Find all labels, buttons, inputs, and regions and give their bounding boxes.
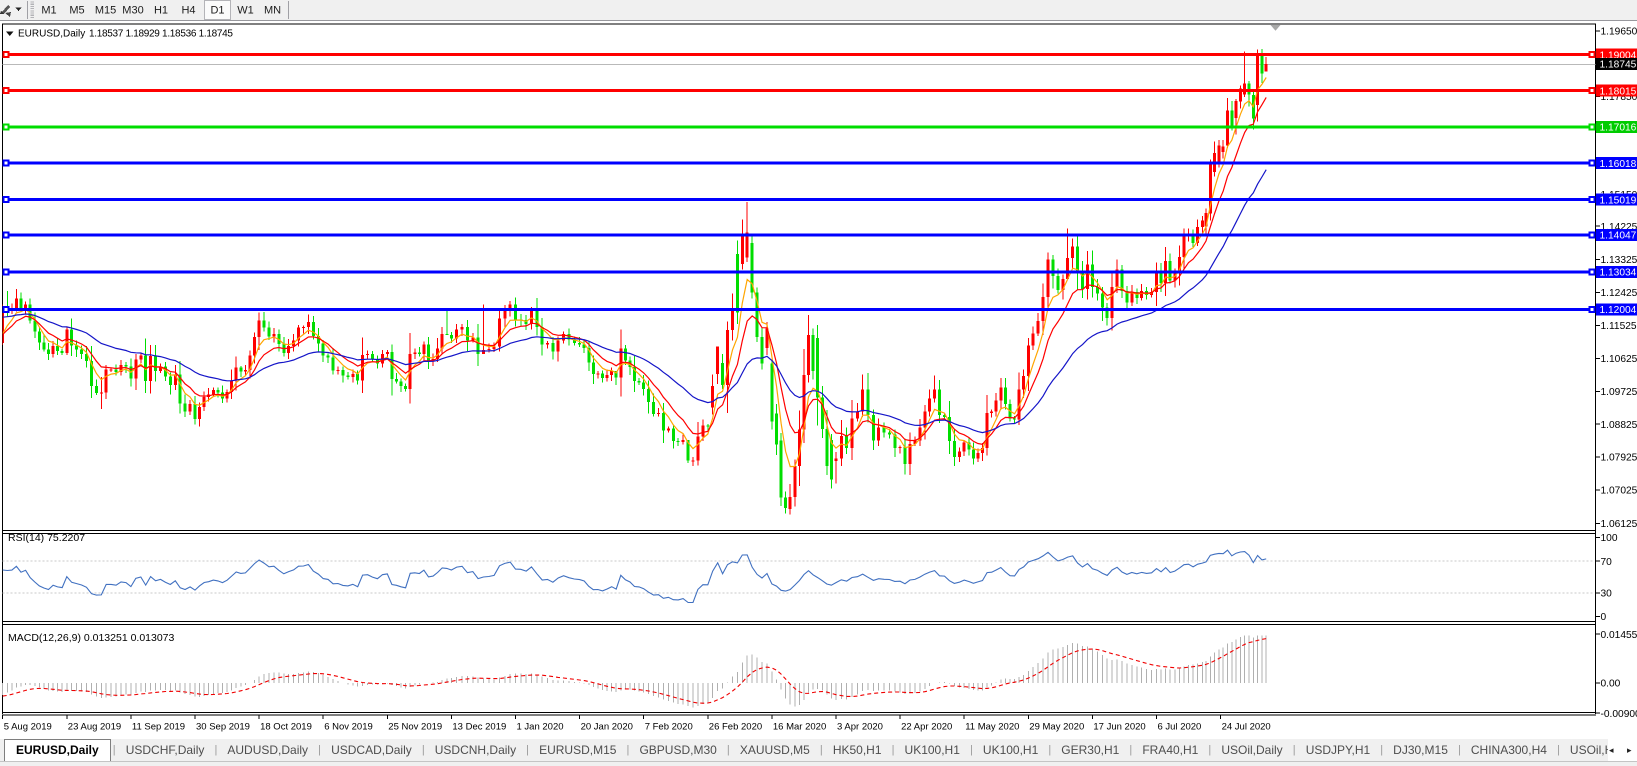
svg-text:1.11525: 1.11525 [1601,321,1637,332]
svg-text:30: 30 [1601,588,1613,599]
svg-text:1 Jan 2020: 1 Jan 2020 [517,722,564,733]
svg-text:1.16018: 1.16018 [1600,159,1637,170]
svg-text:1.18745: 1.18745 [1600,60,1637,71]
svg-text:5 Aug 2019: 5 Aug 2019 [4,722,52,733]
svg-text:70: 70 [1601,557,1613,568]
svg-text:1.08825: 1.08825 [1601,420,1637,431]
svg-text:1.18537 1.18929 1.18536 1.1874: 1.18537 1.18929 1.18536 1.18745 [89,29,233,40]
svg-text:1.12425: 1.12425 [1601,288,1637,299]
svg-text:1.17016: 1.17016 [1600,123,1637,134]
svg-text:3 Apr 2020: 3 Apr 2020 [837,722,883,733]
svg-text:1.06125: 1.06125 [1601,519,1637,530]
svg-text:7 Feb 2020: 7 Feb 2020 [645,722,693,733]
svg-text:1.15019: 1.15019 [1600,195,1637,206]
svg-text:1.07025: 1.07025 [1601,486,1637,497]
svg-text:6 Nov 2019: 6 Nov 2019 [324,722,373,733]
svg-text:11 May 2020: 11 May 2020 [965,722,1019,733]
svg-text:1.13034: 1.13034 [1600,268,1637,279]
svg-text:1.19004: 1.19004 [1600,50,1637,61]
svg-text:30 Sep 2019: 30 Sep 2019 [196,722,250,733]
svg-text:D1: D1 [210,5,224,17]
svg-text:M5: M5 [69,5,84,17]
svg-text:0: 0 [1601,612,1607,623]
svg-text:1.14047: 1.14047 [1600,231,1637,242]
svg-text:MACD(12,26,9) 0.013251 0.01307: MACD(12,26,9) 0.013251 0.013073 [8,632,175,644]
svg-text:1.10625: 1.10625 [1601,354,1637,365]
svg-text:1.07925: 1.07925 [1601,453,1637,464]
svg-text:1.09725: 1.09725 [1601,387,1637,398]
svg-text:23 Aug 2019: 23 Aug 2019 [68,722,121,733]
svg-text:1.18015: 1.18015 [1600,86,1637,97]
svg-text:29 May 2020: 29 May 2020 [1029,722,1084,733]
svg-text:16 Mar 2020: 16 Mar 2020 [773,722,826,733]
svg-text:1.17850: 1.17850 [1601,92,1637,103]
svg-text:W1: W1 [237,5,254,17]
svg-text:17 Jun 2020: 17 Jun 2020 [1093,722,1145,733]
svg-text:RSI(14) 75.2207: RSI(14) 75.2207 [8,532,85,544]
svg-text:0.00: 0.00 [1601,679,1621,690]
svg-text:1.13325: 1.13325 [1601,255,1637,266]
svg-text:13 Dec 2019: 13 Dec 2019 [452,722,506,733]
svg-text:M30: M30 [122,5,143,17]
svg-text:H4: H4 [181,5,195,17]
svg-text:M1: M1 [41,5,56,17]
svg-text:25 Nov 2019: 25 Nov 2019 [388,722,442,733]
svg-text:20 Jan 2020: 20 Jan 2020 [581,722,633,733]
svg-text:1.14225: 1.14225 [1601,222,1637,233]
svg-text:-0.00900: -0.00900 [1601,709,1637,720]
svg-text:18 Oct 2019: 18 Oct 2019 [260,722,312,733]
svg-text:0.014556: 0.014556 [1601,630,1637,641]
svg-text:11 Sep 2019: 11 Sep 2019 [132,722,185,733]
svg-text:100: 100 [1601,533,1618,544]
svg-text:1.12004: 1.12004 [1600,305,1637,316]
svg-text:26 Feb 2020: 26 Feb 2020 [709,722,762,733]
svg-text:1.19650: 1.19650 [1601,27,1637,38]
svg-text:22 Apr 2020: 22 Apr 2020 [901,722,952,733]
svg-text:6 Jul 2020: 6 Jul 2020 [1158,722,1202,733]
svg-text:M15: M15 [95,5,116,17]
svg-text:H1: H1 [154,5,168,17]
svg-text:24 Jul 2020: 24 Jul 2020 [1222,722,1271,733]
svg-text:MN: MN [264,5,281,17]
svg-text:EURUSD,Daily: EURUSD,Daily [18,29,85,40]
